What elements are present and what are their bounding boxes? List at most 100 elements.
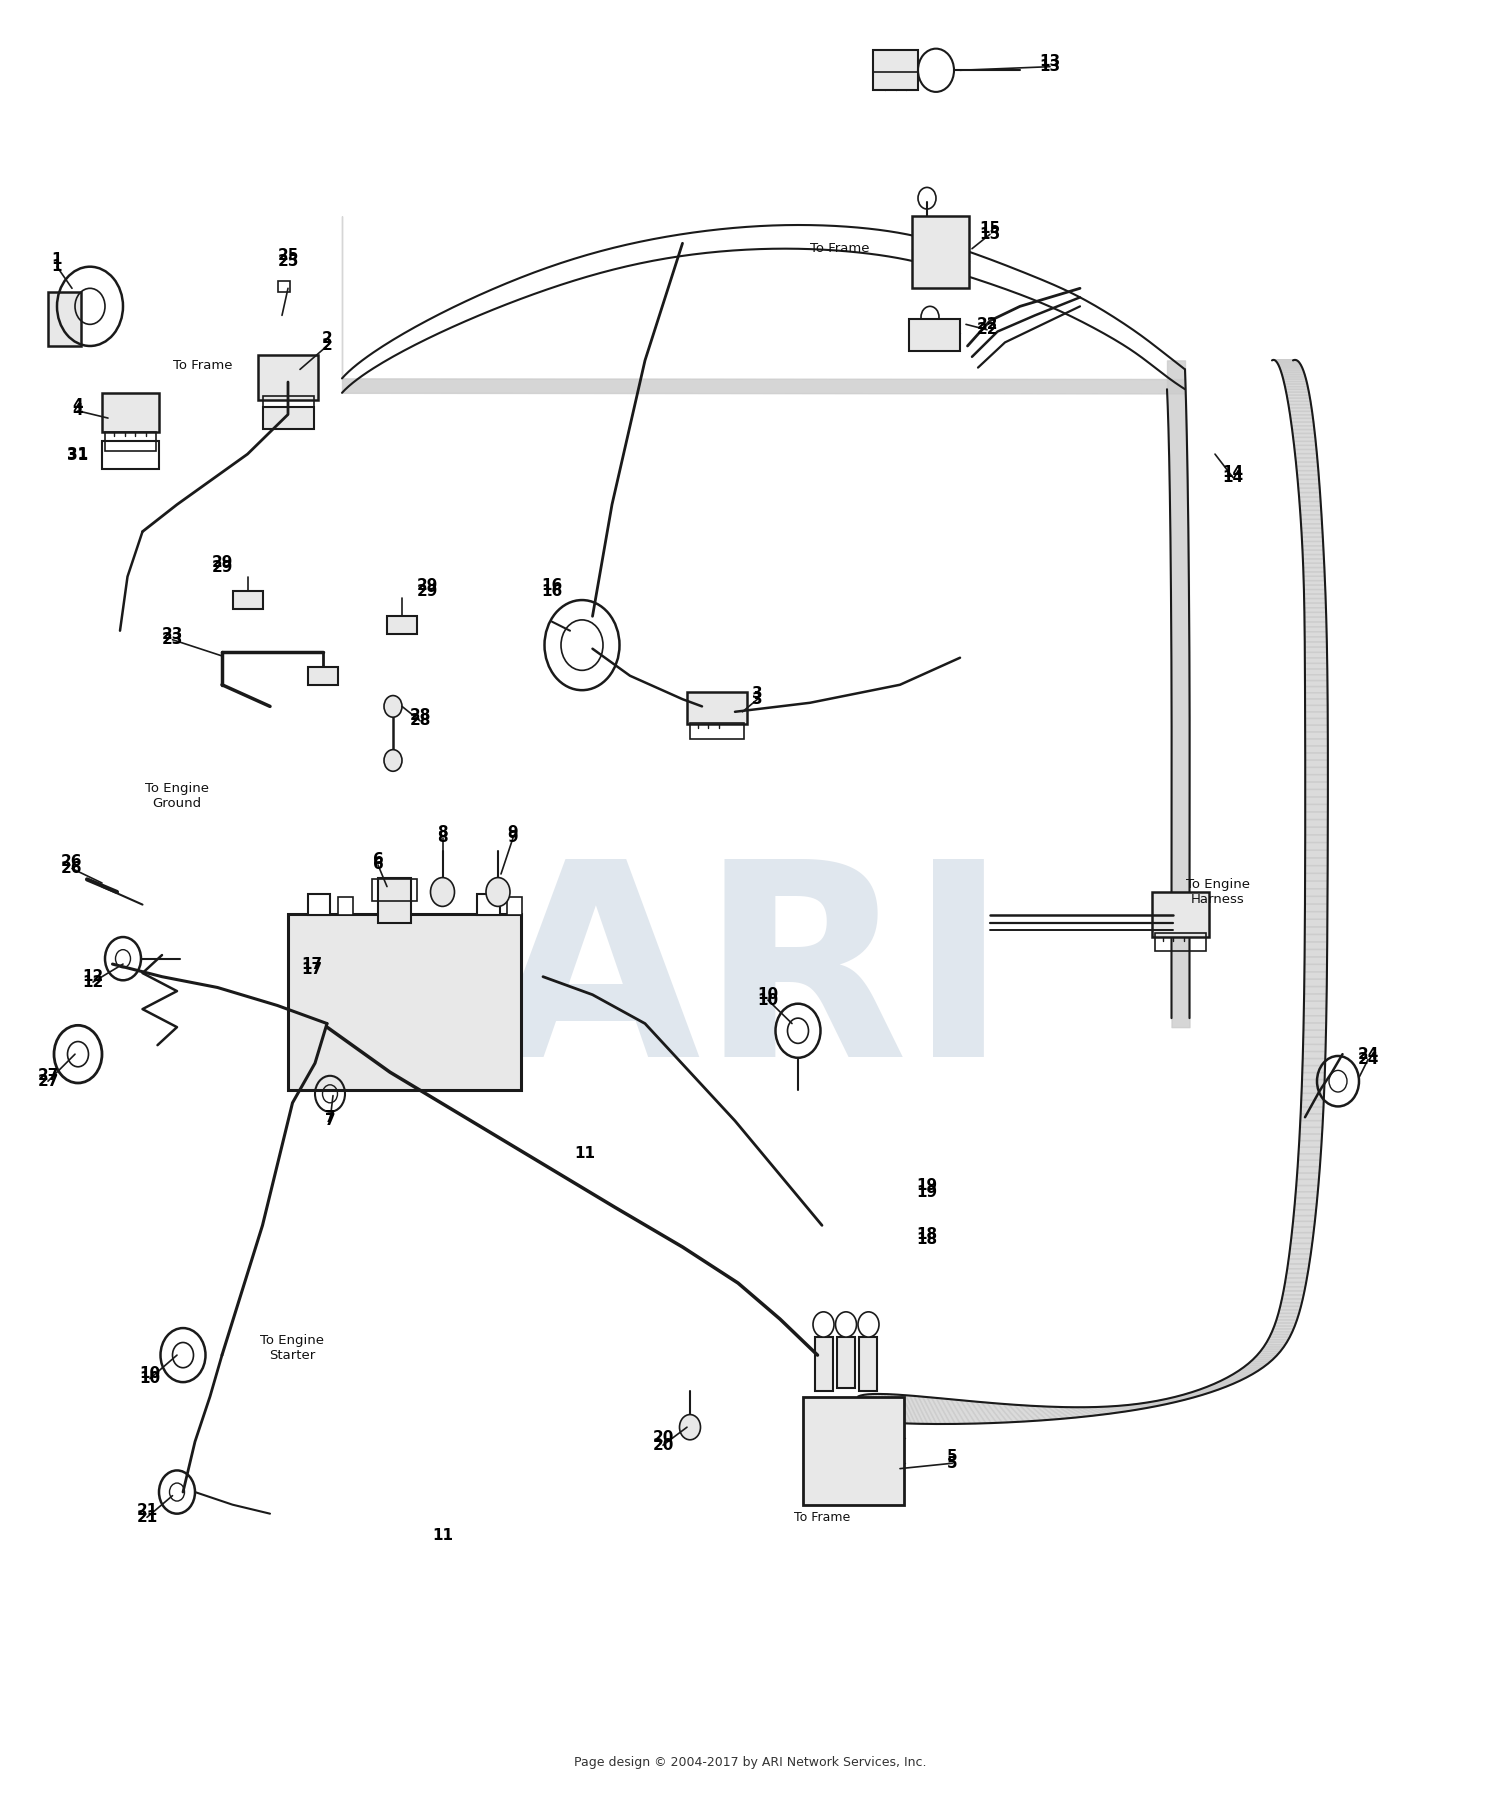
Polygon shape [1299,492,1320,497]
Text: 21: 21 [136,1510,158,1524]
Polygon shape [1304,1038,1326,1045]
Text: 26: 26 [62,861,82,876]
Polygon shape [1305,888,1328,896]
Bar [262,407,314,429]
Polygon shape [1302,1094,1324,1101]
Polygon shape [1300,506,1322,510]
Text: 11: 11 [574,1146,596,1160]
Polygon shape [885,1395,900,1424]
Circle shape [680,1415,700,1440]
Polygon shape [1305,768,1328,775]
Text: Page design © 2004-2017 by ARI Network Services, Inc.: Page design © 2004-2017 by ARI Network S… [573,1755,926,1770]
Text: 17: 17 [302,962,322,977]
Bar [258,355,318,400]
Polygon shape [1304,1002,1326,1009]
Text: 25: 25 [278,249,298,263]
Text: 13: 13 [1040,59,1060,74]
Polygon shape [906,1395,924,1424]
Polygon shape [1278,1314,1299,1317]
Polygon shape [1302,533,1323,537]
Polygon shape [1305,834,1328,843]
Polygon shape [1167,1398,1190,1400]
Polygon shape [1278,1310,1300,1314]
Text: 9: 9 [507,825,519,840]
Polygon shape [1288,1254,1311,1260]
Polygon shape [1156,1400,1180,1402]
Polygon shape [1305,613,1326,616]
Text: 14: 14 [1222,470,1244,485]
Polygon shape [1300,515,1322,519]
Bar [308,667,338,685]
Polygon shape [1274,1326,1294,1330]
Bar [687,692,747,724]
Polygon shape [1302,537,1323,541]
Polygon shape [1305,699,1328,705]
Polygon shape [1304,577,1324,580]
Polygon shape [1004,1404,1025,1422]
Polygon shape [1128,1404,1152,1407]
Bar [873,50,918,90]
Polygon shape [1248,1362,1270,1364]
Circle shape [836,1312,856,1337]
Polygon shape [1260,1350,1282,1352]
Polygon shape [1270,1332,1293,1335]
Polygon shape [1293,438,1316,441]
Polygon shape [1080,1407,1104,1415]
Polygon shape [1305,813,1328,820]
Polygon shape [1107,1406,1131,1411]
Polygon shape [902,1395,920,1424]
Polygon shape [1305,739,1328,746]
Polygon shape [1047,1407,1070,1418]
Text: 15: 15 [980,227,1000,241]
Polygon shape [1305,674,1328,681]
Polygon shape [1296,458,1317,461]
Polygon shape [870,1395,885,1422]
Polygon shape [966,1400,986,1424]
Bar [1155,933,1206,951]
Bar [102,393,159,432]
Polygon shape [1030,1406,1053,1420]
Polygon shape [1288,407,1312,411]
Text: To Engine
Ground: To Engine Ground [146,782,208,811]
Polygon shape [880,1395,897,1424]
Polygon shape [1298,1160,1320,1166]
Text: 16: 16 [542,584,562,598]
Polygon shape [888,1395,904,1424]
Text: 10: 10 [758,987,778,1002]
Polygon shape [865,1395,880,1422]
Polygon shape [1298,476,1318,479]
Text: 27: 27 [38,1069,58,1083]
Polygon shape [1302,555,1324,559]
Polygon shape [1305,732,1328,739]
Text: 2: 2 [321,339,333,353]
Bar [232,591,262,609]
Polygon shape [1290,1243,1312,1249]
Polygon shape [1041,1406,1064,1420]
Polygon shape [1299,497,1320,501]
Polygon shape [1304,1009,1326,1016]
Polygon shape [1305,633,1326,636]
Polygon shape [1290,418,1314,422]
Polygon shape [1286,393,1310,395]
Polygon shape [1053,1407,1076,1418]
Text: 20: 20 [652,1438,674,1452]
Text: 24: 24 [1358,1052,1378,1067]
Polygon shape [1302,550,1323,555]
Text: 26: 26 [62,854,82,869]
Polygon shape [1305,760,1328,768]
Polygon shape [951,1398,970,1424]
Text: 3: 3 [752,687,764,701]
Text: 20: 20 [652,1431,674,1445]
Polygon shape [1305,843,1328,851]
Bar [802,1397,904,1505]
Polygon shape [1305,912,1328,919]
Text: 10: 10 [140,1371,160,1386]
Polygon shape [1282,1290,1305,1296]
Polygon shape [1014,1406,1035,1422]
Polygon shape [1282,375,1305,377]
Polygon shape [1293,1209,1316,1216]
Polygon shape [1263,1344,1286,1348]
Polygon shape [1304,568,1324,571]
Polygon shape [1287,398,1311,402]
Bar [873,72,918,90]
